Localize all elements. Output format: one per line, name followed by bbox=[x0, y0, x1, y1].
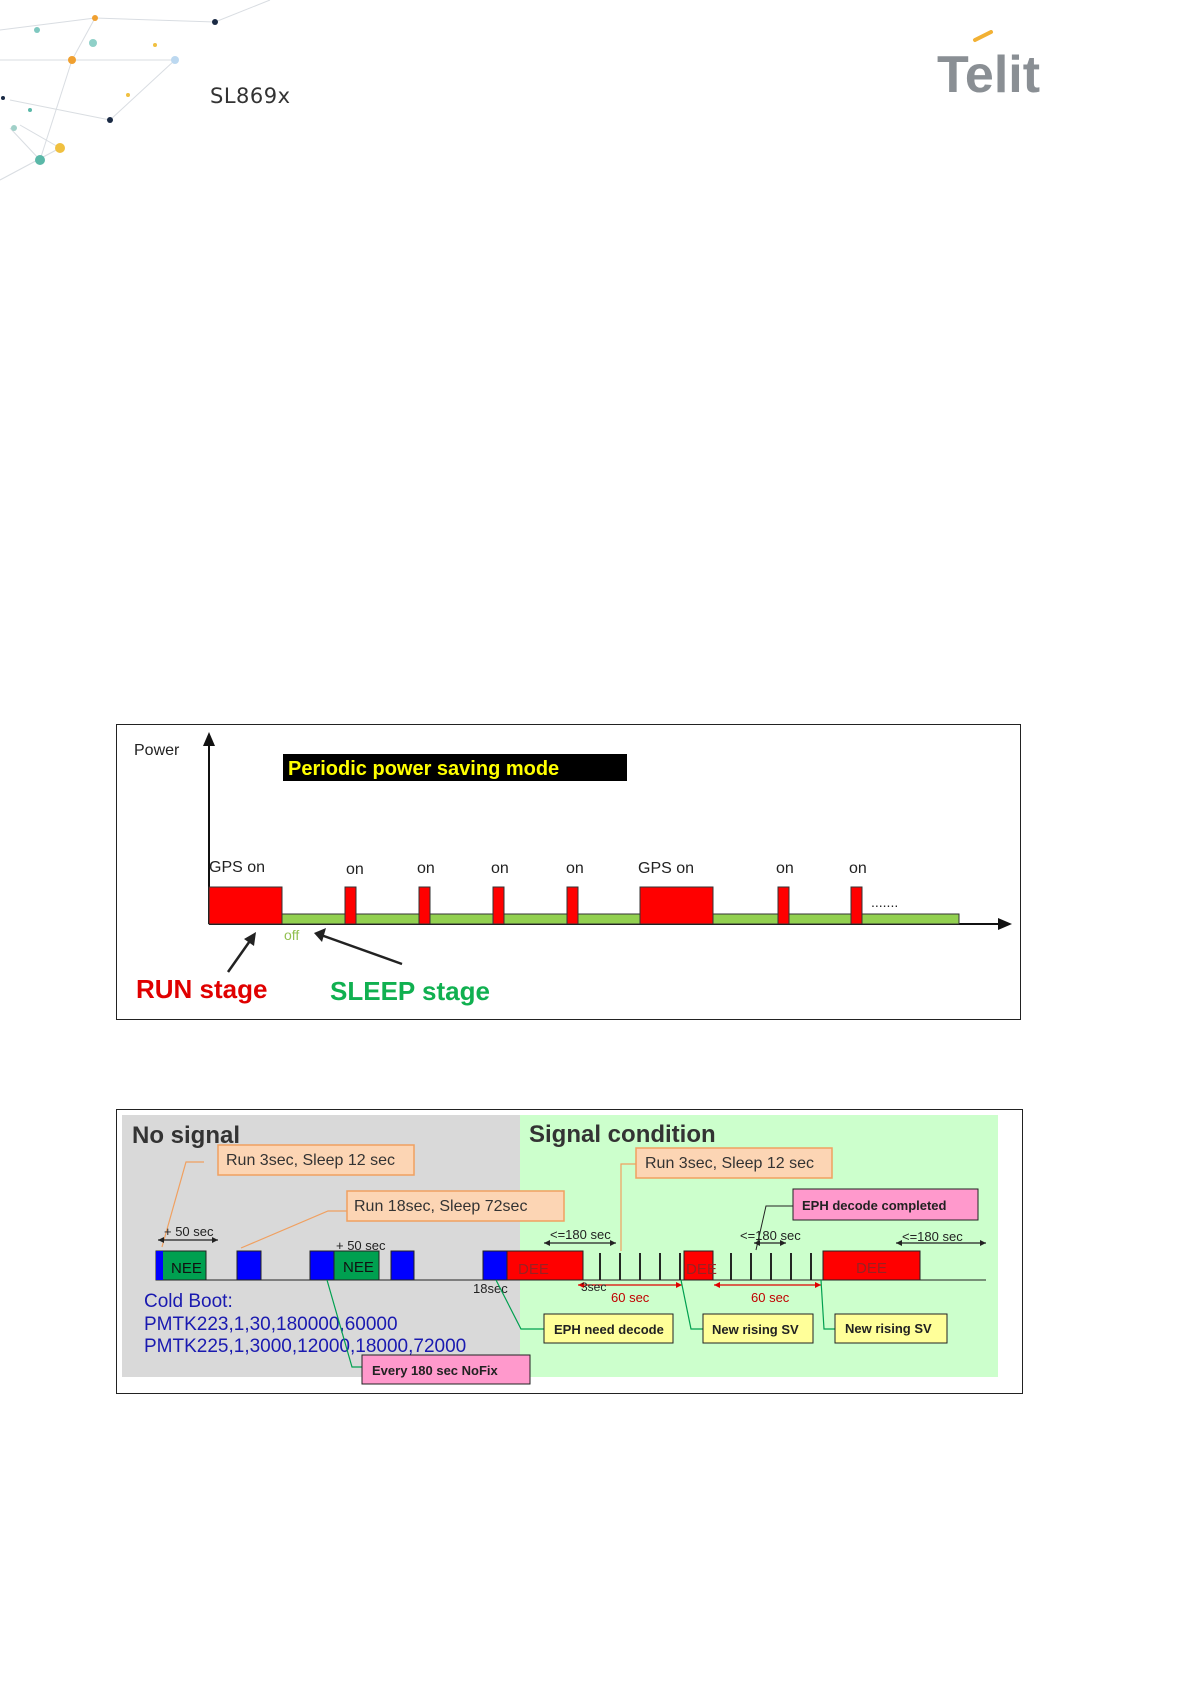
on-pulse bbox=[418, 886, 431, 925]
pmtk225-command: PMTK225,1,3000,12000,18000,72000 bbox=[144, 1336, 466, 1357]
figure-title: Periodic power saving mode bbox=[288, 758, 559, 780]
dee-block-label: DEE bbox=[856, 1260, 887, 1277]
dot bbox=[92, 15, 98, 21]
gps-on-pulse bbox=[639, 886, 714, 925]
dim-label: <=180 sec bbox=[550, 1227, 611, 1242]
callout-every-180: Every 180 sec NoFix bbox=[372, 1363, 499, 1378]
dim-label: + 50 sec bbox=[336, 1238, 386, 1253]
pulse-label: GPS on bbox=[638, 860, 694, 877]
pulse-label: on bbox=[417, 860, 435, 877]
pulse-label: on bbox=[346, 861, 364, 878]
callout-new-rising-sv: New rising SV bbox=[845, 1321, 932, 1336]
power-axis-label: Power bbox=[134, 742, 180, 759]
callout-eph-need-decode: EPH need decode bbox=[554, 1322, 664, 1337]
on-pulse bbox=[344, 886, 357, 925]
figure-signal-timeline: No signal Signal condition Run 3sec, Sle… bbox=[116, 1109, 1023, 1394]
pmtk223-command: PMTK223,1,30,180000,60000 bbox=[144, 1314, 398, 1335]
run-stage-label: RUN stage bbox=[136, 974, 267, 1004]
on-pulse bbox=[777, 886, 790, 925]
sleep-stage-label: SLEEP stage bbox=[330, 976, 490, 1006]
eph-decode-completed: EPH decode completed bbox=[802, 1198, 947, 1213]
dee-block-label: DEE bbox=[518, 1261, 549, 1278]
on-pulse bbox=[566, 886, 579, 925]
on-pulse bbox=[850, 886, 863, 925]
off-label: off bbox=[284, 927, 299, 943]
pulse-label: GPS on bbox=[209, 859, 265, 876]
telit-logo: Telit bbox=[937, 30, 1040, 102]
pulse-label: on bbox=[491, 860, 509, 877]
decorative-network-graphic bbox=[0, 0, 271, 181]
continuation-dots: ....... bbox=[871, 894, 898, 910]
dim-label: 18sec bbox=[473, 1281, 508, 1296]
dim-label: <=180 sec bbox=[902, 1229, 963, 1244]
dim-label: <=180 sec bbox=[740, 1228, 801, 1243]
callout-run3-right: Run 3sec, Sleep 12 sec bbox=[645, 1155, 814, 1172]
pulse-label: on bbox=[776, 860, 794, 877]
dim-label: 3sec bbox=[581, 1280, 606, 1294]
dim-label: 60 sec bbox=[751, 1290, 790, 1305]
svg-text:Telit: Telit bbox=[937, 46, 1040, 102]
pulse-label: on bbox=[849, 860, 867, 877]
cold-boot-label: Cold Boot: bbox=[144, 1291, 233, 1312]
on-pulse bbox=[492, 886, 505, 925]
dee-block-label: DEE bbox=[686, 1261, 717, 1278]
sleep-bar bbox=[208, 913, 960, 925]
dim-label: + 50 sec bbox=[164, 1224, 214, 1239]
dim-label: 60 sec bbox=[611, 1290, 650, 1305]
signal-condition-heading: Signal condition bbox=[529, 1121, 716, 1148]
nee-block-label: NEE bbox=[171, 1260, 202, 1277]
nee-block-label: NEE bbox=[343, 1259, 374, 1276]
pulse-label: on bbox=[566, 860, 584, 877]
callout-run3-left: Run 3sec, Sleep 12 sec bbox=[226, 1152, 395, 1169]
gps-on-pulse bbox=[208, 886, 283, 925]
callout-run18: Run 18sec, Sleep 72sec bbox=[354, 1198, 527, 1215]
document-code: SL869x bbox=[210, 84, 291, 108]
figure-periodic-power-saving: Power Periodic power saving mode GPS on … bbox=[116, 724, 1021, 1020]
callout-new-rising-sv: New rising SV bbox=[712, 1322, 799, 1337]
